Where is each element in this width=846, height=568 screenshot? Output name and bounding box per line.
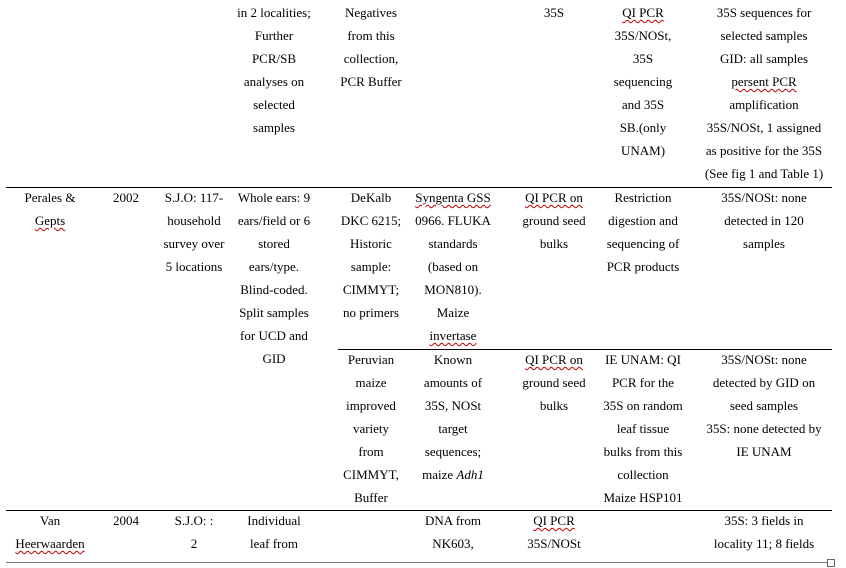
gene-name: Adh1: [456, 467, 484, 482]
subrow-divider: [338, 349, 832, 350]
cell-r1-method: 35S: [543, 5, 565, 20]
cell-r1-confirmation: QI PCR 35S/NOSt, 35S sequencing and 35S …: [613, 5, 673, 158]
cell-r1-controls: Negatives from this collection, PCR Buff…: [340, 5, 402, 89]
cell-r2-year: 2002: [113, 190, 139, 205]
cell-r2-authors: Perales & Gepts: [24, 190, 76, 228]
cell-r2b-confirmation: IE UNAM: QI PCR for the 35S on random le…: [603, 352, 683, 505]
row-divider: [6, 187, 832, 188]
cell-r2b-controls: Peruvian maize improved variety from CIM…: [343, 352, 399, 505]
adh1-line: maize Adh1: [422, 467, 484, 482]
table-bottom-border: [6, 562, 832, 563]
cell-r2a-method: QI PCR on ground seed bulks: [522, 190, 586, 251]
cell-r3-year: 2004: [113, 513, 139, 528]
cell-r2a-controls: DeKalb DKC 6215; Historic sample: CIMMYT…: [340, 190, 402, 320]
cell-r3-authors: Van Heerwaarden: [15, 513, 85, 551]
cell-r2a-confirmation: Restriction digestion and sequencing of …: [606, 190, 680, 274]
cell-r3-results: 35S: 3 fields in locality 11; 8 fields: [713, 513, 815, 551]
cell-r3-standards: DNA from NK603,: [425, 513, 481, 551]
cell-r3-method: QI PCR 35S/NOSt: [527, 513, 581, 551]
cell-r1-sampling: in 2 localities; Further PCR/SB analyses…: [237, 5, 311, 135]
corner-marker: [827, 559, 835, 567]
cell-r3-sampling: Individual leaf from: [247, 513, 301, 551]
cell-r2a-standards: Syngenta GSS 0966. FLUKA standards (base…: [415, 190, 491, 343]
row-divider: [6, 510, 832, 511]
cell-r1-results: 35S sequences for selected samples GID: …: [704, 5, 824, 181]
cell-r2b-results: 35S/NOSt: none detected by GID on seed s…: [706, 352, 822, 459]
cell-r2b-method: QI PCR on ground seed bulks: [522, 352, 586, 413]
cell-r2-sampling: Whole ears: 9 ears/field or 6 stored ear…: [237, 190, 311, 366]
cell-r2b-standards: Known amounts of 35S, NOSt target sequen…: [412, 348, 494, 486]
cell-r3-location: S.J.O: : 2: [174, 513, 214, 551]
cell-r2-location: S.J.O: 117- household survey over 5 loca…: [163, 190, 225, 274]
cell-r2a-results: 35S/NOSt: none detected in 120 samples: [721, 190, 807, 251]
